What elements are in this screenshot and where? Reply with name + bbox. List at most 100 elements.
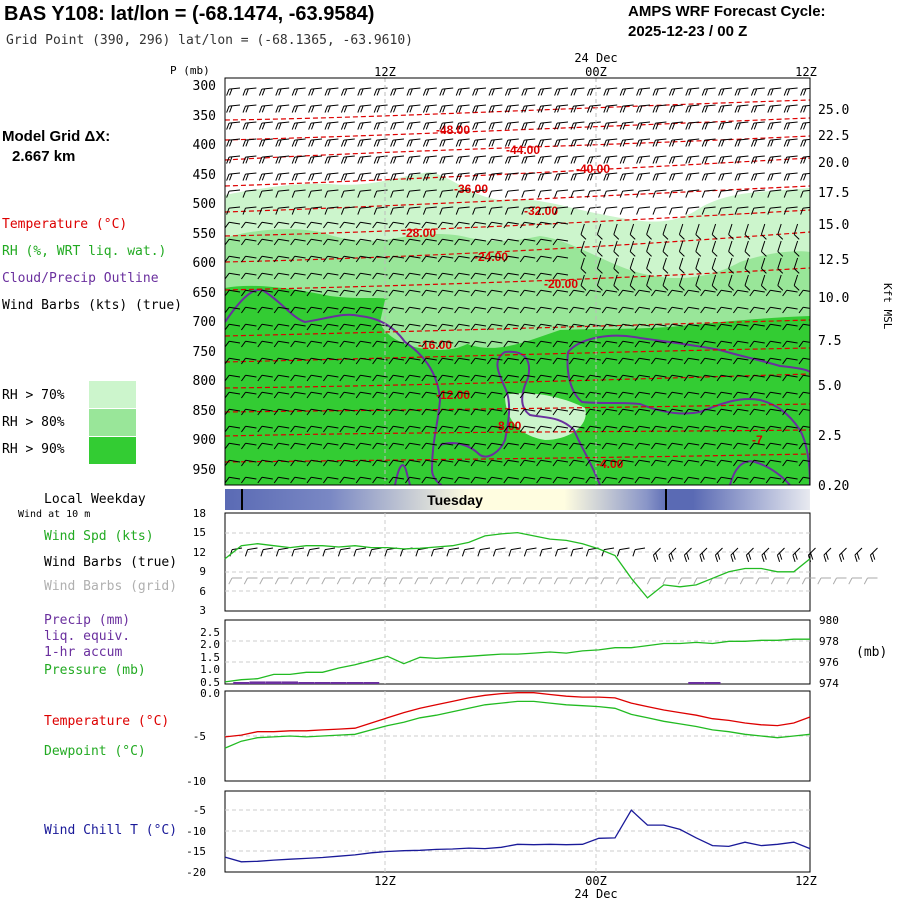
wind-barb bbox=[228, 577, 242, 585]
wind-barb bbox=[291, 206, 306, 215]
wind-barb bbox=[404, 374, 421, 382]
wind-barb bbox=[616, 547, 630, 557]
wind-barb bbox=[552, 425, 569, 433]
wind-barb bbox=[798, 408, 810, 416]
wind-barb bbox=[470, 357, 487, 365]
wind-barb bbox=[636, 189, 651, 198]
wind-barb bbox=[634, 442, 651, 450]
wind-barb bbox=[290, 272, 306, 280]
wind-barb bbox=[650, 391, 667, 399]
wind-barb bbox=[273, 391, 290, 399]
wind-barb bbox=[823, 547, 832, 562]
temp-label: -7 bbox=[752, 433, 763, 447]
wind-barb bbox=[596, 257, 603, 274]
wind-barb bbox=[257, 221, 273, 229]
wind-barb bbox=[258, 172, 273, 181]
wind-barb bbox=[711, 223, 718, 240]
wind-barb bbox=[339, 408, 355, 416]
wind-barb bbox=[275, 104, 290, 113]
wind-barb bbox=[695, 274, 702, 291]
wind-barb bbox=[782, 374, 798, 382]
wind-barb bbox=[662, 223, 669, 240]
wind-barb bbox=[503, 459, 519, 467]
windchill-tick: -20 bbox=[186, 866, 206, 879]
wind-barb bbox=[503, 255, 519, 263]
wind-barb bbox=[739, 577, 754, 585]
wind-barb bbox=[355, 476, 372, 484]
wind-barb bbox=[291, 121, 306, 130]
wind-barb bbox=[811, 275, 816, 290]
wind-barb bbox=[749, 459, 765, 467]
wind-barb bbox=[257, 272, 273, 280]
wind-barb bbox=[259, 577, 273, 585]
wind-barb bbox=[750, 172, 765, 181]
wind-barb bbox=[240, 221, 257, 229]
wind-barb bbox=[854, 547, 863, 562]
wind-barb bbox=[777, 274, 784, 291]
wind-barb bbox=[388, 459, 405, 467]
wind-barb bbox=[585, 323, 601, 331]
wind-barb bbox=[454, 476, 470, 484]
wind-barb bbox=[521, 206, 536, 215]
wind-barb bbox=[685, 87, 700, 96]
wind-barb bbox=[455, 155, 470, 164]
wind-barb bbox=[225, 459, 241, 467]
wind-barb bbox=[372, 255, 388, 263]
wind-barb bbox=[439, 189, 454, 198]
wind-barb bbox=[554, 547, 568, 557]
wind-barb bbox=[761, 547, 770, 562]
wind-barb bbox=[749, 442, 765, 450]
pressure-tick: 900 bbox=[193, 433, 216, 448]
wind-barb bbox=[586, 189, 601, 198]
wind-barb bbox=[339, 238, 355, 246]
wind-barb bbox=[455, 172, 470, 181]
wind-barb bbox=[470, 289, 487, 297]
wind-barb bbox=[355, 408, 372, 416]
height-tick: 20.0 bbox=[818, 156, 849, 171]
wind-barb bbox=[613, 257, 620, 274]
wind-barb bbox=[242, 138, 257, 147]
wind-barb bbox=[306, 391, 323, 399]
wind-barb bbox=[817, 577, 831, 585]
wind-barb bbox=[455, 121, 470, 130]
wind-barb bbox=[744, 257, 751, 274]
wind-barb bbox=[718, 172, 733, 181]
wind-barb bbox=[570, 104, 585, 113]
wind-barb bbox=[404, 340, 421, 348]
wind-barb bbox=[570, 121, 585, 130]
wind-barb bbox=[339, 306, 355, 314]
wind-barb bbox=[718, 189, 733, 198]
wind-barb bbox=[570, 206, 585, 215]
wind-barb bbox=[355, 391, 372, 399]
wind-barb bbox=[586, 172, 601, 181]
wind-barb bbox=[486, 408, 503, 416]
wind-barb bbox=[634, 289, 651, 297]
wind-barb bbox=[368, 547, 382, 557]
wind-barb bbox=[569, 577, 583, 585]
wind-barb bbox=[421, 357, 437, 365]
wind-barb bbox=[701, 189, 716, 198]
wind-barb bbox=[519, 357, 536, 365]
wind-barb bbox=[322, 357, 339, 365]
wind-barb bbox=[750, 121, 765, 130]
wind-barb bbox=[749, 340, 765, 348]
wind-barb bbox=[322, 306, 339, 314]
wind-barb bbox=[503, 357, 519, 365]
wind-barb bbox=[636, 155, 651, 164]
wind-barb bbox=[355, 374, 372, 382]
height-tick: 22.5 bbox=[818, 129, 849, 144]
wind-barb bbox=[240, 272, 257, 280]
wind-barb bbox=[685, 104, 700, 113]
wind-barb bbox=[683, 374, 700, 382]
wind-barb bbox=[324, 155, 339, 164]
wind-barb bbox=[522, 577, 537, 585]
wind-barb bbox=[476, 577, 490, 585]
wind-barb bbox=[455, 87, 470, 96]
wind-barb bbox=[552, 374, 569, 382]
wind-barb bbox=[225, 425, 241, 433]
wind-barb bbox=[585, 425, 601, 433]
wind-barb bbox=[683, 547, 692, 562]
wind-barb bbox=[421, 340, 437, 348]
wind-barb bbox=[782, 357, 798, 365]
wind-barb bbox=[536, 408, 552, 416]
